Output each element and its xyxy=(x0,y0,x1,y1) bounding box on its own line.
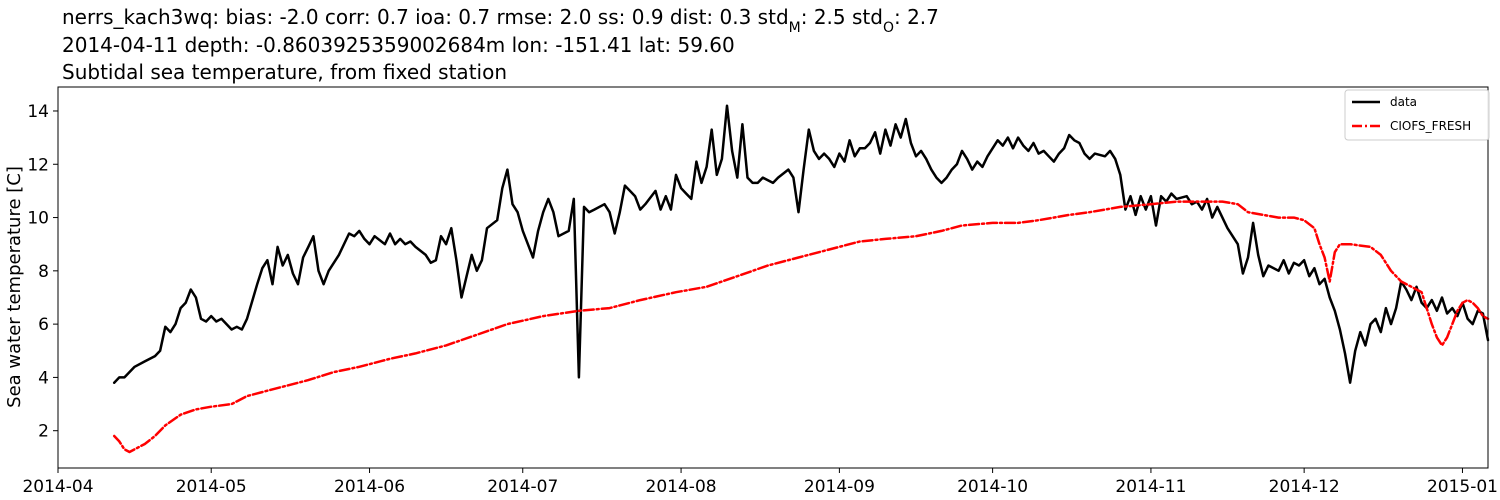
x-tick-label: 2014-08 xyxy=(646,477,717,497)
title-metrics: nerrs_kach3wq: bias: -2.0 corr: 0.7 ioa:… xyxy=(62,5,789,29)
axes: 2014-04 2014-05 2014-06 2014-07 2014-08 2014-… xyxy=(22,86,1498,497)
y-tick-label: 4 xyxy=(38,368,49,388)
series-line-data xyxy=(112,104,1490,384)
x-tick-label: 2014-06 xyxy=(334,477,405,497)
y-tick-label: 10 xyxy=(27,209,49,229)
chart-title-line-3: Subtidal sea temperature, from fixed sta… xyxy=(62,60,507,84)
y-tick-label: 8 xyxy=(38,262,49,282)
x-tick-label: 2014-12 xyxy=(1269,477,1340,497)
title-std-m-sub: M xyxy=(789,20,801,36)
y-tick-label: 12 xyxy=(27,155,49,175)
x-tick-label: 2014-04 xyxy=(22,477,93,497)
title-std-m-value: : 2.5 std xyxy=(801,5,883,29)
y-tick-label: 6 xyxy=(38,315,49,335)
x-tick-label: 2014-10 xyxy=(957,477,1028,497)
legend-label-ciofs-fresh: CIOFS_FRESH xyxy=(1390,119,1471,133)
chart-title-line-1: nerrs_kach3wq: bias: -2.0 corr: 0.7 ioa:… xyxy=(62,5,939,36)
x-tick-label: 2014-05 xyxy=(176,477,247,497)
legend-label-data: data xyxy=(1390,95,1417,109)
title-std-o-sub: O xyxy=(883,20,894,36)
y-axis-label: Sea water temperature [C] xyxy=(4,166,25,408)
x-tick-label: 2014-11 xyxy=(1115,477,1186,497)
chart-title-line-2: 2014-04-11 depth: -0.8603925359002684m l… xyxy=(62,33,735,57)
series-line-ciofs-fresh xyxy=(112,200,1490,454)
plot-area xyxy=(112,104,1490,454)
title-std-o-value: : 2.7 xyxy=(894,5,939,29)
y-tick-label: 14 xyxy=(27,102,49,122)
legend-frame xyxy=(1344,89,1490,141)
y-tick-label: 2 xyxy=(38,422,49,442)
x-tick-label: 2014-07 xyxy=(487,477,558,497)
axes-frame xyxy=(57,86,1489,469)
legend: data CIOFS_FRESH xyxy=(1344,89,1490,141)
x-tick-label: 2014-09 xyxy=(804,477,875,497)
x-tick-label: 2015-01 xyxy=(1427,477,1498,497)
